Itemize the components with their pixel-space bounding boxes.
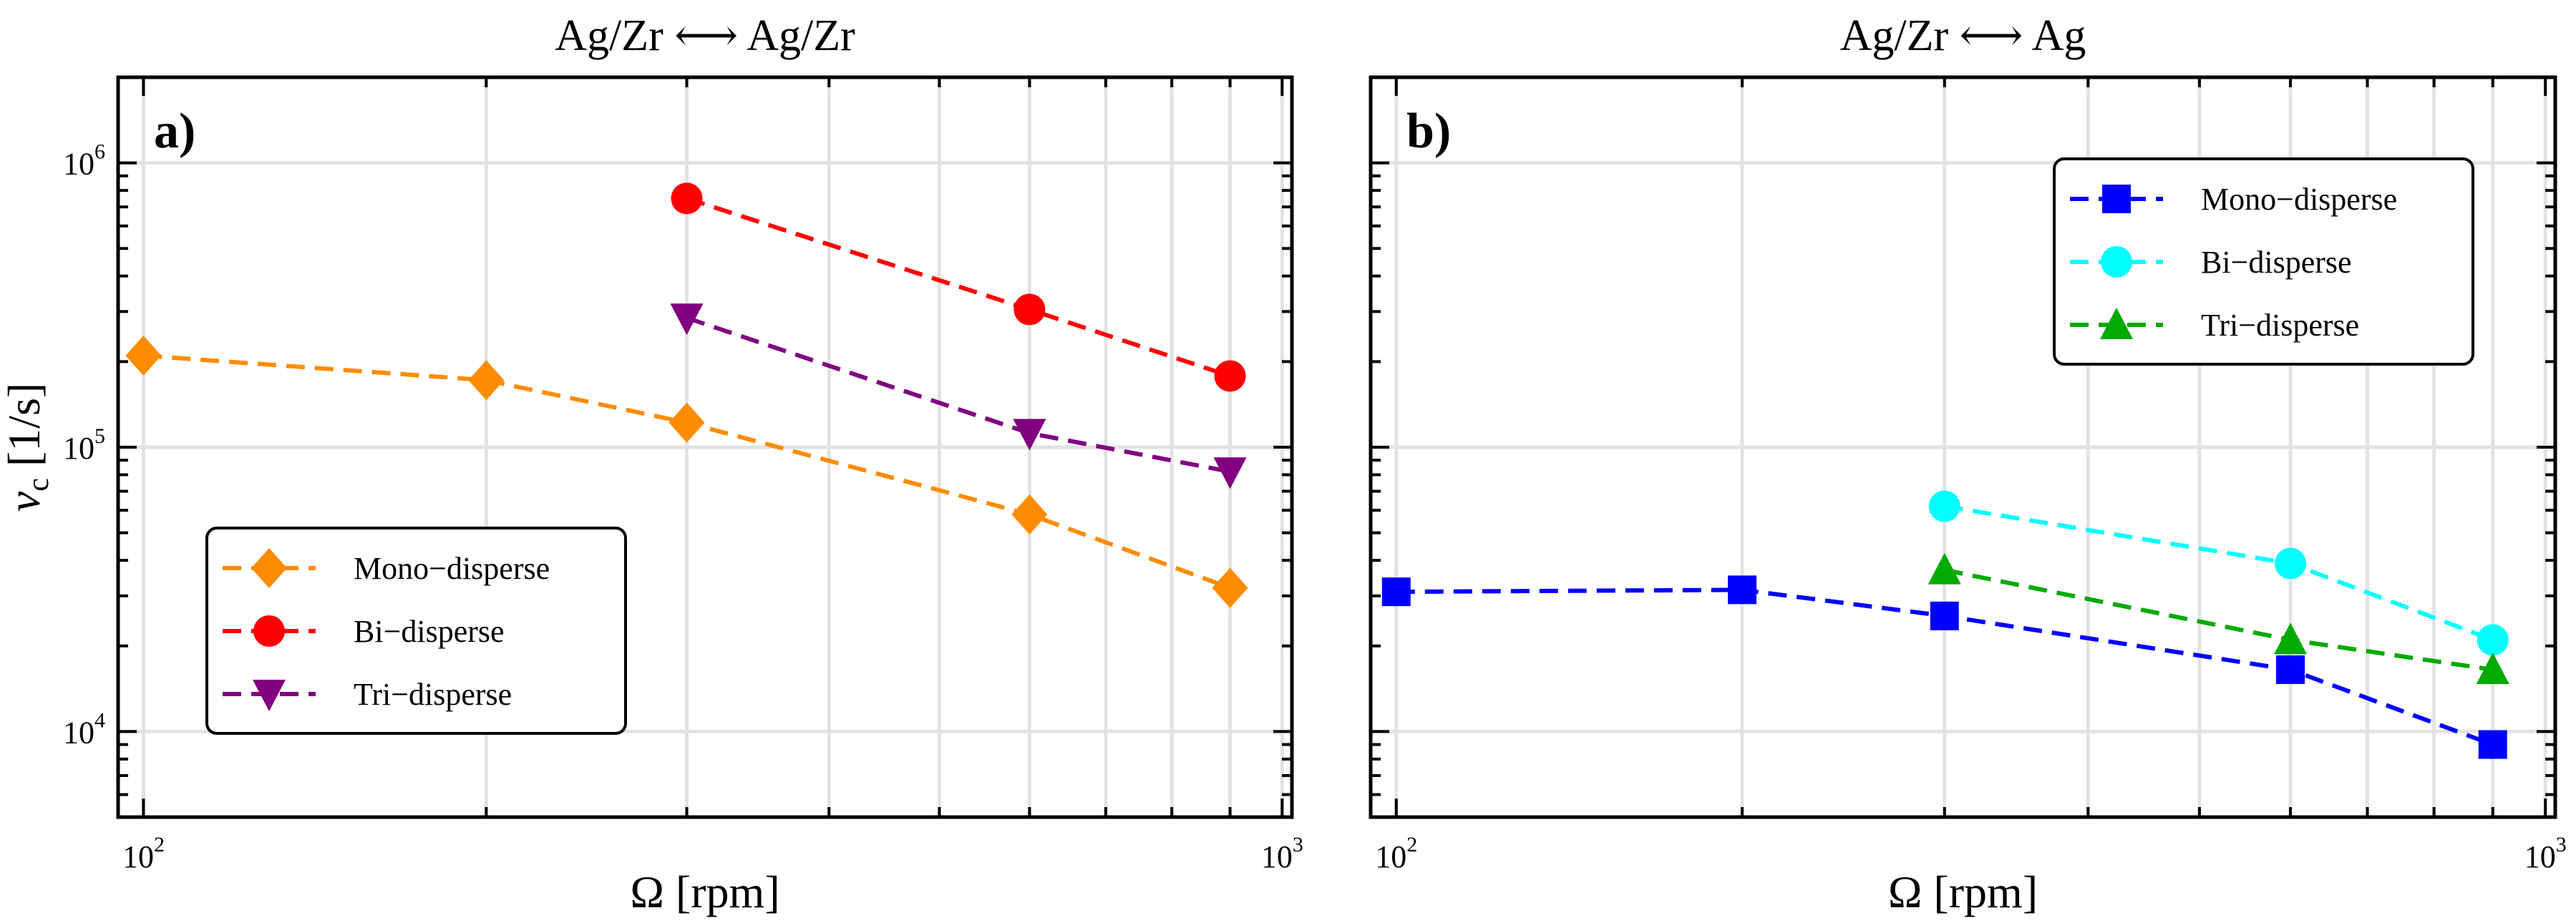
panel-label: b) (1406, 104, 1451, 159)
legend-label: Bi−disperse (354, 614, 505, 649)
data-point (1014, 293, 1046, 326)
legend-label: Mono−disperse (354, 551, 550, 586)
legend-label: Tri−disperse (2201, 308, 2359, 343)
data-point (670, 303, 704, 336)
series-circle (1928, 490, 2509, 656)
chart-title: Ag/Zr ⟷ Ag/Zr (555, 11, 855, 60)
data-point (1381, 577, 1411, 607)
data-point (1213, 457, 1247, 489)
chart-panel-b: 102 103 Ag/Zr ⟷ Ag Ω [rpm] b) Mono−disperse Bi… (1369, 11, 2567, 917)
legend-item: Bi−disperse (223, 614, 505, 649)
legend-box (205, 527, 627, 735)
data-point (669, 402, 705, 443)
plot-frame (116, 75, 1294, 819)
data-point (2477, 624, 2509, 656)
y-tick-label: 104 (63, 708, 105, 750)
data-point (2275, 547, 2307, 580)
x-axis-label: Ω [rpm] (630, 866, 779, 917)
legend-marker (253, 615, 285, 647)
legend-marker (2102, 185, 2131, 213)
x-axis-label: Ω [rpm] (1888, 866, 2038, 917)
legend-label: Mono−disperse (2201, 182, 2397, 217)
x-tick-label: 103 (1261, 833, 1303, 874)
legend-label: Tri−disperse (354, 677, 512, 712)
legend: Mono−disperse Bi−disperse Tri−disperse (205, 527, 627, 735)
y-tick-label: 105 (63, 424, 105, 466)
data-point (1928, 552, 1961, 585)
data-point (2476, 652, 2509, 684)
legend-marker (2100, 308, 2133, 339)
series-line (1944, 504, 2494, 643)
data-point (1011, 494, 1048, 535)
series-line (686, 196, 1231, 379)
data-point (2276, 655, 2305, 684)
y-axis-label: νc [1/s] (0, 383, 55, 512)
legend-label: Bi−disperse (2201, 245, 2352, 280)
series-square (1381, 575, 2507, 759)
data-point (1930, 601, 1959, 630)
x-tick-label: 102 (1375, 833, 1417, 874)
panel-label: a) (154, 104, 195, 159)
data-point (1728, 575, 1757, 605)
legend-item: Mono−disperse (223, 548, 550, 588)
legend-item: Mono−disperse (2070, 182, 2397, 217)
legend-item: Bi−disperse (2070, 245, 2352, 280)
legend-item: Tri−disperse (2070, 308, 2359, 343)
plot-frame (1369, 75, 2557, 819)
series-diamond (125, 335, 1248, 608)
series-circle (671, 182, 1246, 392)
legend-box (2053, 157, 2474, 366)
data-point (125, 335, 162, 376)
series-triangle-down (670, 303, 1247, 489)
legend-item: Tri−disperse (223, 677, 512, 712)
series-line (1944, 567, 2494, 672)
legend-marker (251, 548, 287, 588)
legend-marker (2101, 246, 2132, 278)
data-point (1212, 567, 1248, 608)
x-tick-label: 103 (2524, 833, 2567, 874)
chart-title: Ag/Zr ⟷ Ag (1840, 11, 2086, 60)
data-point (2274, 622, 2308, 655)
data-point (2478, 730, 2507, 759)
data-point (1214, 360, 1246, 392)
legend: Mono−disperse Bi−disperse Tri−disperse (2053, 157, 2474, 366)
data-point (1013, 419, 1046, 451)
y-tick-label: 106 (63, 140, 105, 182)
series-triangle-up (1928, 552, 2509, 684)
data-point (1928, 490, 1960, 522)
x-tick-label: 102 (122, 833, 165, 874)
legend-marker (253, 680, 286, 711)
chart-panel-a: 102 103 104 105 106 Ag/Zr ⟷ Ag/Zr Ω [rpm] νc [1… (0, 11, 1303, 917)
data-point (671, 182, 703, 215)
data-point (468, 360, 505, 401)
